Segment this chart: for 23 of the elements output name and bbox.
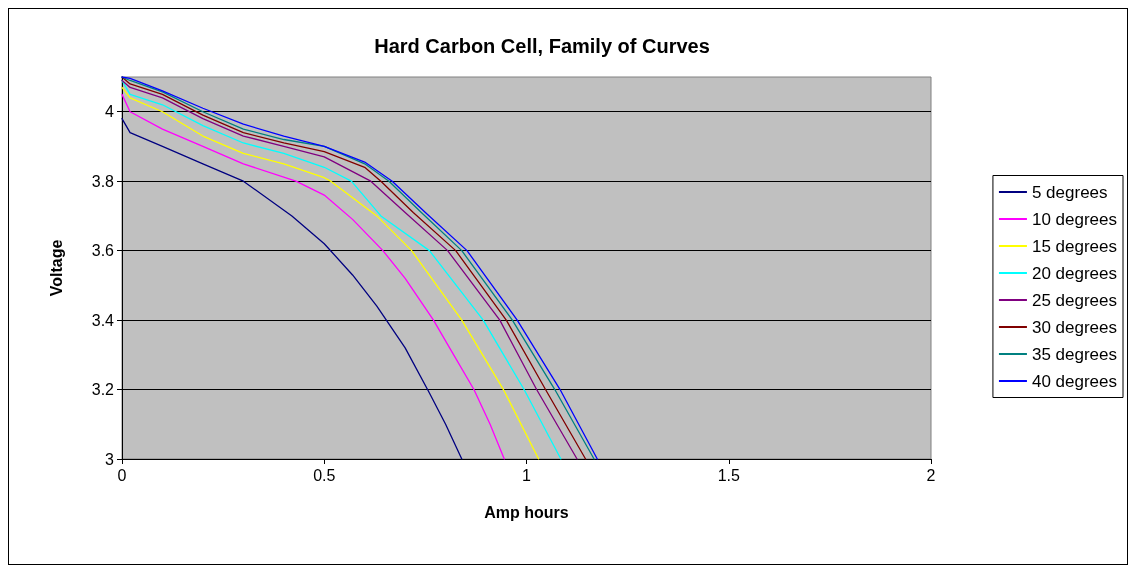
line-series bbox=[121, 118, 463, 460]
legend-label: 25 degrees bbox=[1031, 290, 1118, 310]
x-axis-title: Amp hours bbox=[484, 503, 569, 521]
x-tick-label: 0.5 bbox=[313, 466, 336, 484]
x-tick-label: 2 bbox=[926, 466, 936, 484]
legend-label: 15 degrees bbox=[1031, 236, 1118, 256]
y-tick-label: 4 bbox=[105, 103, 115, 121]
y-tick-label: 3.4 bbox=[91, 311, 115, 329]
legend-label: 5 degrees bbox=[1031, 182, 1108, 202]
x-tick-label: 0 bbox=[117, 466, 127, 484]
legend-label: 30 degrees bbox=[1031, 317, 1118, 337]
y-axis-title: Voltage bbox=[47, 239, 65, 297]
y-tick-label: 3.8 bbox=[91, 172, 115, 190]
y-tick-label: 3 bbox=[105, 450, 115, 468]
legend-label: 40 degrees bbox=[1031, 371, 1118, 391]
y-tick-label: 3.6 bbox=[91, 242, 115, 260]
chart-title: Hard Carbon Cell, Family of Curves bbox=[374, 35, 710, 57]
legend-label: 35 degrees bbox=[1031, 344, 1118, 364]
y-tick-label: 3.2 bbox=[91, 381, 115, 399]
x-tick-label: 1.5 bbox=[717, 466, 740, 484]
legend-label: 10 degrees bbox=[1031, 209, 1118, 229]
x-tick-label: 1 bbox=[522, 466, 532, 484]
legend-label: 20 degrees bbox=[1031, 263, 1118, 283]
